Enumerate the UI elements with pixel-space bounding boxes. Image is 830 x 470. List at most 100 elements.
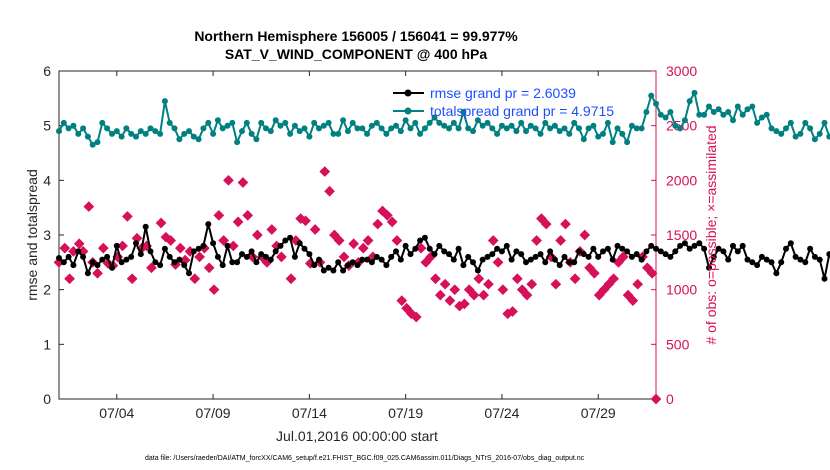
totalspread-point [258,119,265,126]
totalspread-point [60,119,67,126]
obs-assimilated-point [285,273,297,285]
totalspread-point [503,125,510,132]
rmse-point [176,256,183,263]
obs-assimilated-point [372,218,384,230]
y-axis-right-label: # of obs: o=possible; ×=assimilated [703,125,719,344]
rmse-point [763,256,770,263]
totalspread-point [282,119,289,126]
rmse-point [470,259,476,266]
totalspread-point [730,117,736,124]
rmse-point [653,245,659,252]
rmse-point [210,240,217,247]
rmse-point [479,256,486,263]
rmse-point [157,262,164,269]
rmse-point [147,248,154,255]
totalspread-point [585,125,592,132]
rmse-point [715,245,722,252]
totalspread-point [513,128,520,135]
obs-assimilated-point [391,235,403,246]
rmse-point [802,259,809,266]
y-right-tick-label: 2000 [666,172,697,188]
rmse-point [657,248,664,255]
plot-area [58,70,657,400]
obs-assimilated-point [64,273,75,285]
rmse-point [407,251,414,258]
totalspread-point [239,128,245,135]
rmse-point [402,242,409,249]
obs-assimilated-point [449,284,461,296]
rmse-point [566,259,573,266]
totalspread-point [277,122,284,129]
totalspread-point [407,125,414,132]
totalspread-point [696,111,703,118]
rmse-point [393,248,399,255]
rmse-point [585,253,592,260]
obs-assimilated-point [593,289,605,301]
rmse-point [248,248,255,255]
obs-assimilated-point [319,166,331,177]
rmse-point [287,234,294,241]
obs-assimilated-point [463,284,475,296]
totalspread-point [253,136,260,143]
totalspread-point [190,133,197,140]
obs-assimilated-point [603,278,615,290]
rmse-series [56,221,830,282]
obs-assimilated-point [213,209,225,221]
obs-assimilated-point [516,284,528,296]
totalspread-point [344,128,351,135]
rmse-point [811,253,818,260]
obs-assimilated-point [117,240,128,252]
totalspread-point [311,119,318,126]
obs-assimilated-point [617,251,629,263]
obs-assimilated-point [223,174,234,186]
totalspread-point [672,122,679,129]
obs-assimilated-point [650,393,662,405]
obs-assimilated-point [382,209,393,221]
obs-assimilated-point [569,273,581,285]
totalspread-point [166,119,173,126]
totalspread-point [547,125,554,132]
totalspread-point [316,125,322,132]
rmse-point [513,248,520,255]
totalspread-point [378,125,385,132]
totalspread-point [349,119,356,126]
rmse-point [725,256,732,263]
rmse-point [730,242,736,249]
rmse-point [412,245,419,252]
obs-assimilated-point [555,235,567,246]
x-tick-label: 07/09 [196,405,231,421]
totalspread-point [571,119,578,126]
obs-assimilated-point [627,295,639,306]
totalspread-point [123,125,130,132]
x-tick-label: 07/24 [484,405,519,421]
obs-assimilated-point [194,251,205,263]
rmse-point [89,259,96,266]
rmse-point [571,259,578,266]
totalspread-point [94,139,101,146]
obs-assimilated-point [579,229,591,241]
rmse-point [330,267,337,274]
legend-spread-label: totalspread grand pr = 4.9715 [430,103,614,119]
totalspread-point [84,133,91,140]
rmse-point [200,242,207,249]
totalspread-point [152,128,159,135]
totalspread-point [70,122,77,129]
obs-assimilated-point [483,278,494,290]
totalspread-point [426,119,433,126]
rmse-point [123,256,130,263]
totalspread-point [393,122,399,129]
totalspread-point [195,136,202,143]
totalspread-point [460,109,467,115]
rmse-point [296,240,303,247]
x-axis: 07/04 07/09 07/14 07/19 07/24 07/29 [99,71,616,421]
totalspread-point [470,128,476,135]
totalspread-point [325,119,332,126]
rmse-point [113,242,120,249]
totalspread-point [340,117,347,124]
legend-spread-marker [404,107,412,115]
totalspread-point [243,119,250,126]
rmse-point [229,259,236,266]
totalspread-point [811,136,818,143]
rmse-point [152,259,159,266]
totalspread-point [783,125,789,132]
